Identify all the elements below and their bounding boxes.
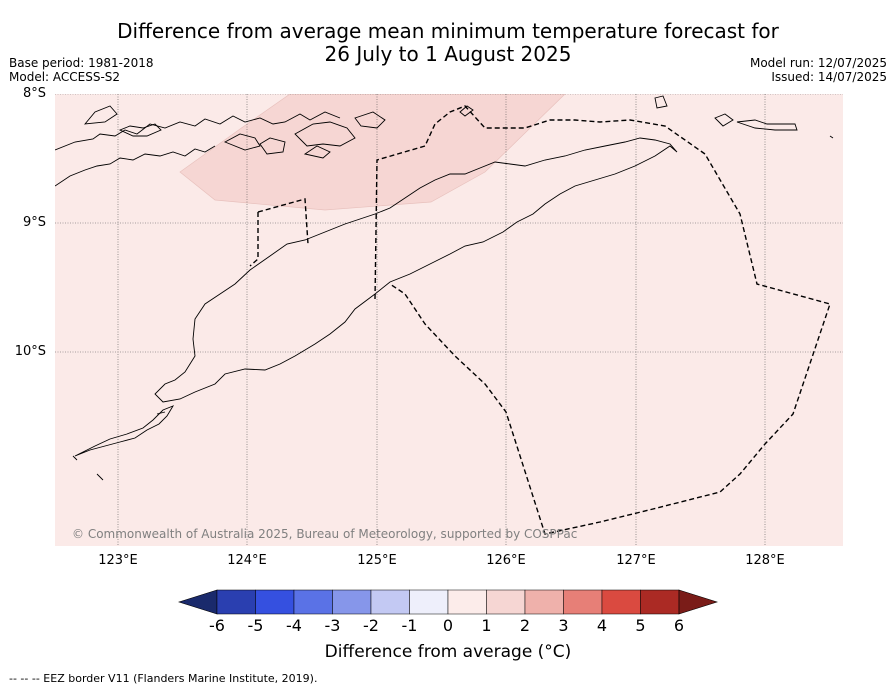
base-info: Base period: 1981-2018 Model: ACCESS-S2 <box>9 56 154 84</box>
lat-tick-10s: 10°S <box>14 344 46 359</box>
lon-tick-128e: 128°E <box>745 553 785 568</box>
base-period: Base period: 1981-2018 <box>9 56 154 70</box>
model-run: Model run: 12/07/2025 <box>749 56 887 70</box>
map-panel: © Commonwealth of Australia 2025, Bureau… <box>55 94 843 546</box>
colorbar-tick-label: 0 <box>442 616 454 635</box>
colorbar-tick-label: 4 <box>596 616 608 635</box>
eez-borders <box>249 105 831 535</box>
colorbar-segment <box>601 589 641 615</box>
colorbar-segments <box>178 589 718 615</box>
eez-legend-note: -- -- -- EEZ border V11 (Flanders Marine… <box>9 672 318 685</box>
title-line-1: Difference from average mean minimum tem… <box>117 19 779 43</box>
colorbar-tick-label: -4 <box>286 616 302 635</box>
copyright-credit: © Commonwealth of Australia 2025, Bureau… <box>72 527 577 541</box>
colorbar-segment <box>640 589 680 615</box>
colorbar-tick-label: -2 <box>363 616 379 635</box>
colorbar-tick-label: -6 <box>209 616 225 635</box>
colorbar-tick-label: 5 <box>635 616 646 635</box>
lon-tick-123e: 123°E <box>98 553 138 568</box>
colorbar-segment <box>524 589 564 615</box>
colorbar-extend-high <box>678 589 718 615</box>
title-line-2: 26 July to 1 August 2025 <box>324 42 572 66</box>
colorbar-segment <box>370 589 410 615</box>
colorbar-tick-label: 1 <box>481 616 492 635</box>
lon-tick-124e: 124°E <box>227 553 267 568</box>
lat-tick-8s: 8°S <box>22 86 46 101</box>
colorbar-tick-label: 6 <box>673 616 685 635</box>
colorbar-tick-label: 2 <box>519 616 531 635</box>
lon-tick-126e: 126°E <box>486 553 526 568</box>
colorbar-tick-label: -5 <box>247 616 264 635</box>
colorbar-segment <box>216 589 256 615</box>
colorbar-title: Difference from average (°C) <box>324 642 572 662</box>
colorbar-segment <box>447 589 487 615</box>
colorbar-segment <box>409 589 449 615</box>
colorbar-tick-label: 3 <box>558 616 569 635</box>
colorbar-tick-label: -3 <box>324 616 341 635</box>
map-title: Difference from average mean minimum tem… <box>0 20 896 66</box>
colorbar-extend-low <box>178 589 218 615</box>
colorbar-segment <box>293 589 333 615</box>
coastlines <box>55 95 834 481</box>
colorbar-segment <box>486 589 526 615</box>
colorbar-tick-label: -1 <box>401 616 418 635</box>
colorbar-segment <box>563 589 603 615</box>
colorbar <box>178 589 718 615</box>
run-info: Model run: 12/07/2025 Issued: 14/07/2025 <box>750 56 887 84</box>
gridlines <box>55 94 843 546</box>
lon-tick-125e: 125°E <box>357 553 397 568</box>
issued-date: Issued: 14/07/2025 <box>771 70 887 84</box>
colorbar-segment <box>332 589 372 615</box>
model-name: Model: ACCESS-S2 <box>9 70 121 84</box>
warm-anomaly-region <box>179 94 566 211</box>
lon-tick-127e: 127°E <box>616 553 656 568</box>
lat-tick-9s: 9°S <box>22 215 46 230</box>
colorbar-segment <box>255 589 295 615</box>
